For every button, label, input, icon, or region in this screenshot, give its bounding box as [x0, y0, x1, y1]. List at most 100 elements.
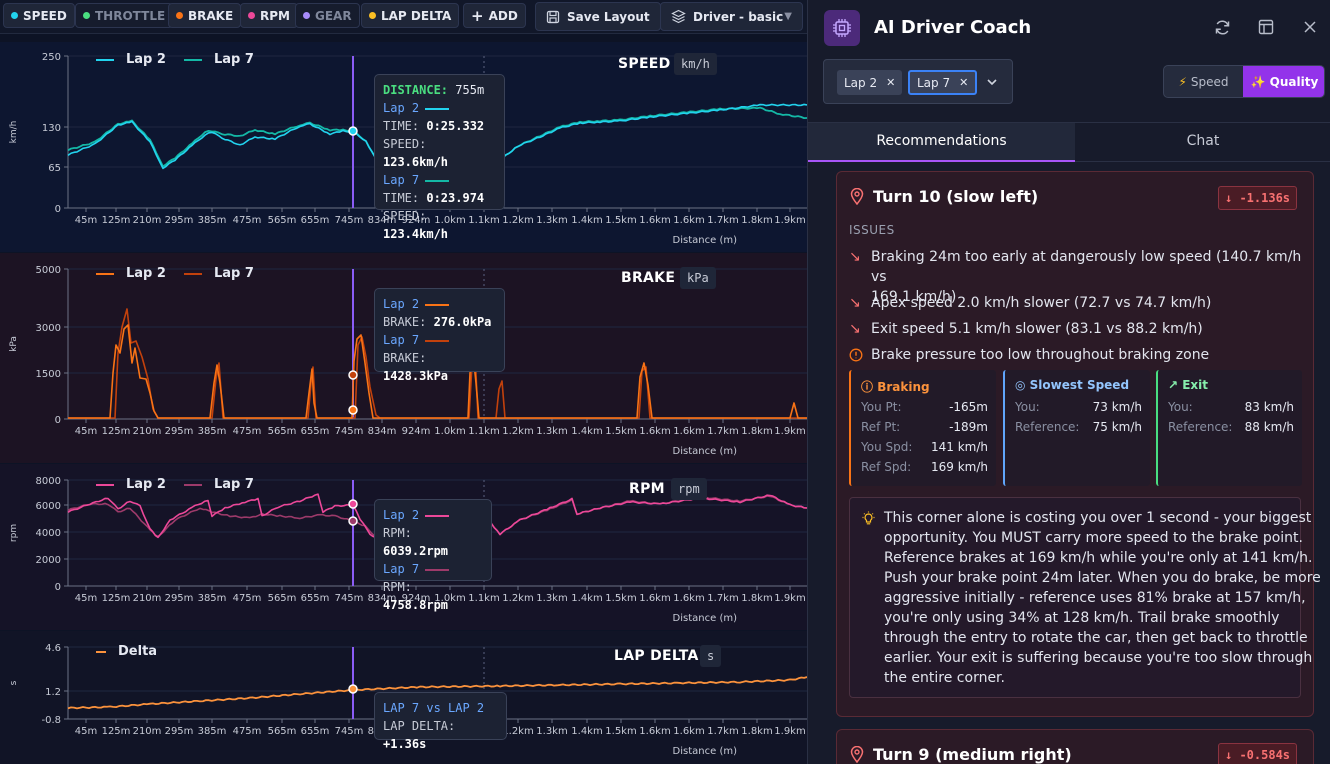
y-tick-label: 4000 [36, 528, 61, 539]
time-value: 0:23.974 [426, 191, 485, 205]
cursor-point [348, 684, 358, 694]
x-tick-label: 565m [268, 426, 297, 437]
unit-badge: s [700, 645, 722, 667]
time-value: 0:25.332 [426, 119, 485, 133]
metric-label: Reference: [1015, 420, 1080, 434]
lap-chip-2[interactable]: Lap 2 ✕ [837, 70, 903, 95]
x-tick-label: 924m [402, 593, 431, 604]
layers-icon [671, 9, 686, 24]
y-tick-label: 0 [55, 204, 61, 215]
remove-icon[interactable]: ✕ [886, 76, 896, 89]
preset-select[interactable]: Driver - basic ▼ [660, 2, 803, 31]
mode-label: Quality [1269, 74, 1319, 89]
corner-title: Turn 10 (slow left) [873, 187, 1039, 206]
x-tick-label: 1.4km [571, 726, 602, 737]
channel-chip-gear[interactable]: GEAR [295, 3, 360, 28]
mode-quality-button[interactable]: ✨ Quality [1243, 66, 1324, 97]
location-pin-icon [850, 188, 864, 205]
time-loss-value: -1.136s [1239, 191, 1291, 205]
x-tick-label: 924m [402, 215, 431, 226]
y-tick-label: 1500 [36, 369, 61, 380]
lap-chip-label: Lap 7 [917, 75, 951, 90]
x-axis-label: Distance (m) [673, 446, 738, 457]
slowest-speed-metrics: ◎ Slowest Speed You: 73 km/h Reference: 75… [1003, 370, 1150, 486]
delta-tooltip: LAP 7 vs LAP 2 LAP DELTA: +1.36s [374, 692, 507, 751]
series-lap-2 [68, 324, 807, 419]
lap-chip-label: Lap 2 [844, 75, 878, 90]
x-tick-label: 125m [102, 726, 131, 737]
advice-line: aggressive initially - reference uses 81… [884, 590, 1306, 606]
time-label: TIME: [383, 119, 420, 133]
delta-label: LAP DELTA: [383, 719, 456, 733]
brake-label: BRAKE: [383, 351, 427, 365]
x-tick-label: 1.4km [571, 426, 602, 437]
tab-label: Chat [1186, 133, 1220, 149]
x-tick-label: 45m [75, 726, 97, 737]
legend-swatch [96, 58, 114, 61]
channel-chip-lap-delta[interactable]: LAP DELTA [361, 3, 460, 28]
channel-chip-brake[interactable]: BRAKE [168, 3, 242, 28]
speed-chart[interactable]: 250 130 65 0 km/h 45m 125m 210m 295m 385m 475m 565m… [0, 42, 807, 252]
close-button[interactable] [1297, 14, 1323, 40]
distance-label: DISTANCE: [383, 83, 449, 97]
x-tick-label: 1.6km [639, 726, 670, 737]
brake-label: BRAKE: [383, 315, 427, 329]
add-channel-button[interactable]: + ADD [463, 3, 526, 28]
telemetry-area: SPEED THROTTLE BRAKE RPM GEAR LAP DELTA … [0, 2, 807, 757]
unit-badge: kPa [680, 267, 716, 289]
legend-swatch [96, 272, 114, 275]
speed-legend: Lap 2 Lap 7 [92, 52, 254, 67]
chip-label: LAP DELTA [381, 8, 452, 23]
cursor-point [348, 499, 358, 509]
close-icon [1304, 21, 1316, 33]
legend-swatch [183, 483, 202, 486]
refresh-button[interactable] [1209, 14, 1235, 40]
legend-label: Delta [118, 644, 158, 659]
channel-chip-rpm[interactable]: RPM [240, 3, 298, 28]
channel-chip-throttle[interactable]: THROTTLE [75, 3, 174, 28]
x-tick-label: 1.5km [605, 426, 636, 437]
lap-chip-7[interactable]: Lap 7 ✕ [908, 70, 978, 95]
tab-recommendations[interactable]: Recommendations [808, 123, 1075, 162]
location-pin-icon [850, 746, 864, 763]
chevron-down-icon[interactable] [986, 77, 998, 87]
metric-title: Braking [877, 380, 930, 394]
layout-button[interactable] [1253, 14, 1279, 40]
rpm-legend: Lap 2 Lap 7 [92, 477, 254, 492]
chip-label: GEAR [315, 8, 352, 23]
remove-icon[interactable]: ✕ [959, 76, 969, 89]
tab-chat[interactable]: Chat [1075, 123, 1330, 160]
legend-swatch [96, 483, 114, 486]
metric-label: You: [1015, 400, 1040, 414]
brake-dot-icon [176, 12, 183, 19]
trend-down-icon: ↘ [849, 321, 861, 337]
metric-label: Ref Spd: [861, 460, 912, 474]
y-tick-label: 130 [42, 123, 61, 134]
add-label: ADD [488, 8, 518, 23]
series-delta [67, 676, 807, 710]
unit-badge: rpm [671, 478, 707, 500]
delta-legend: Delta [92, 644, 157, 659]
x-tick-label: 1.9km [774, 426, 805, 437]
x-tick-label: 745m [335, 593, 364, 604]
channel-chip-speed[interactable]: SPEED [3, 3, 75, 28]
x-tick-label: 385m [198, 726, 227, 737]
chip-label: BRAKE [188, 8, 234, 23]
mode-speed-button[interactable]: ⚡ Speed [1164, 66, 1243, 97]
coaching-advice: This corner alone is costing you over 1 … [849, 497, 1321, 698]
x-tick-label: 385m [198, 426, 227, 437]
x-tick-label: 565m [268, 215, 297, 226]
tooltip-lap: Lap 2 [383, 508, 420, 522]
x-tick-label: 210m [133, 215, 162, 226]
recommendation-card: Turn 9 (medium right) ↓ -0.584s [836, 729, 1314, 764]
metric-label: Reference: [1168, 420, 1233, 434]
arrow-down-icon: ↓ [1225, 191, 1240, 205]
lap-selector[interactable]: Lap 2 ✕ Lap 7 ✕ [823, 59, 1013, 104]
brake-value: 276.0kPa [433, 315, 492, 329]
tab-label: Recommendations [876, 133, 1007, 149]
save-layout-button[interactable]: Save Layout [535, 2, 661, 31]
x-tick-label: 125m [102, 426, 131, 437]
x-tick-label: 1.6km [639, 426, 670, 437]
tooltip-lap: Lap 7 [383, 173, 420, 187]
y-tick-label: 0 [55, 415, 61, 426]
